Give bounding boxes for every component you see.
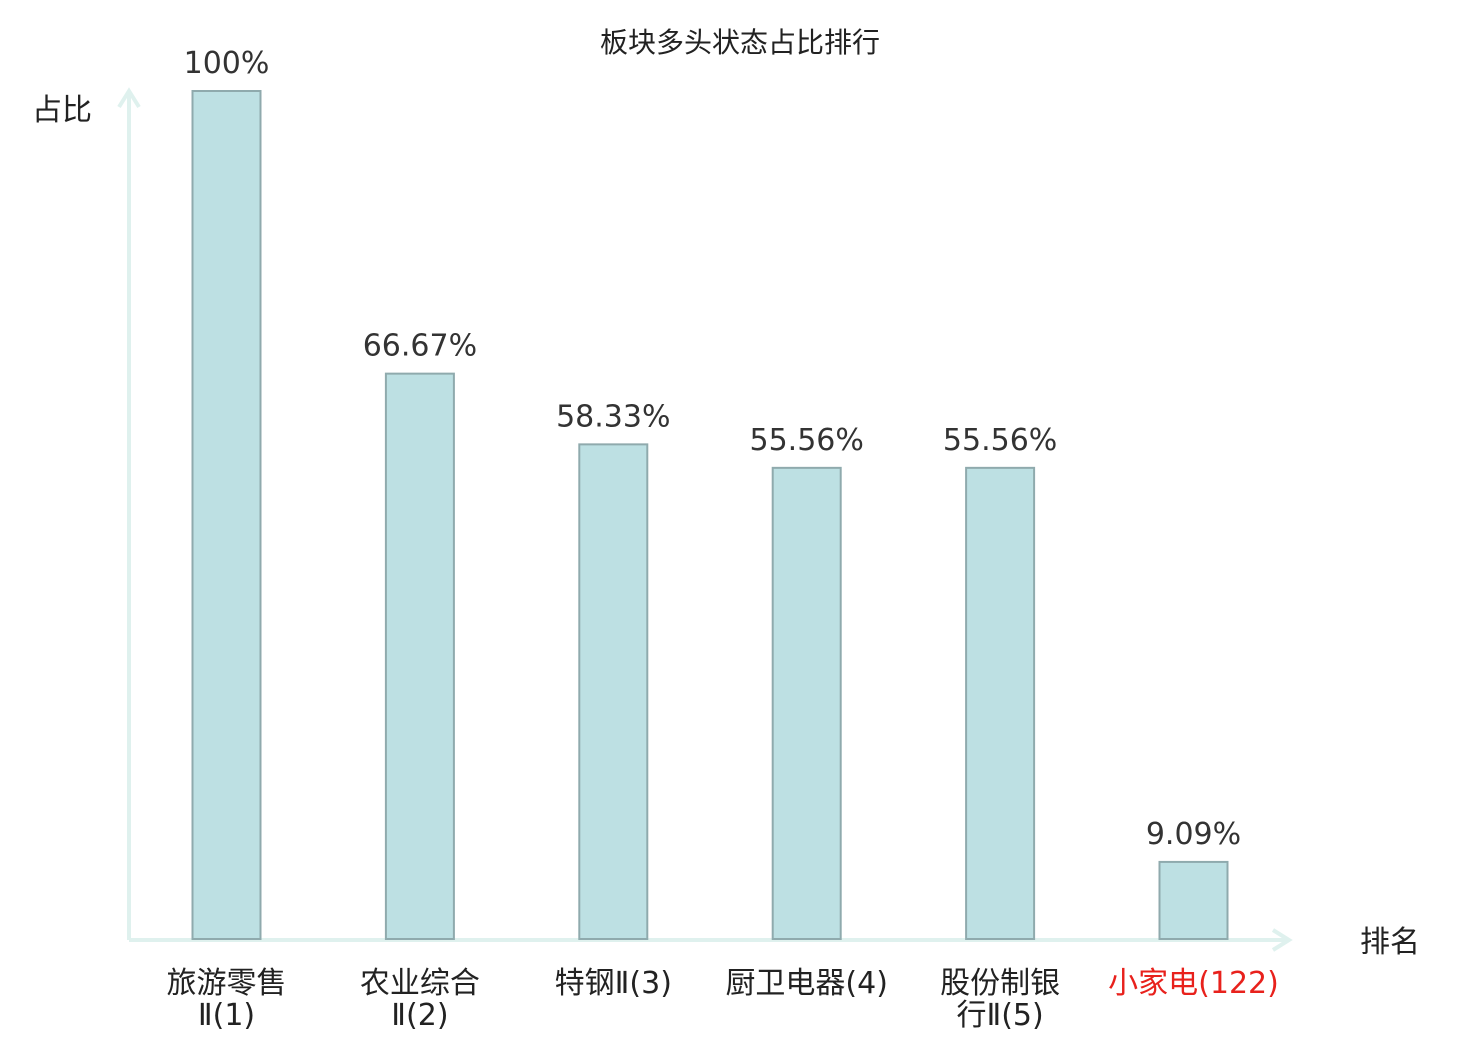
bar-value-label: 58.33% xyxy=(556,399,670,434)
bar xyxy=(191,90,262,940)
bar-value-label: 66.67% xyxy=(363,329,477,364)
x-axis-label: 排名 xyxy=(1360,925,1420,960)
bar xyxy=(578,443,649,940)
axes xyxy=(117,87,1293,952)
bars-group xyxy=(191,90,1229,941)
x-axis-arrowhead xyxy=(1271,928,1293,952)
bar-value-label: 9.09% xyxy=(1146,817,1241,852)
bar xyxy=(771,466,842,940)
category-tick-label: 行Ⅱ(5) xyxy=(956,998,1043,1033)
bar-value-label: 55.56% xyxy=(750,423,864,458)
value-labels-group: 100% 66.67% 58.33% 55.56% 55.56% 9.09% xyxy=(184,46,1242,852)
category-tick-label: Ⅱ(1) xyxy=(198,998,255,1033)
category-tick-label: 股份制银 xyxy=(940,966,1060,1001)
category-tick-label: 农业综合 xyxy=(360,966,480,1001)
category-tick-label: 小家电(122) xyxy=(1108,966,1279,1001)
bar-value-label: 55.56% xyxy=(943,423,1057,458)
bar xyxy=(965,466,1036,940)
bar xyxy=(1158,860,1229,941)
category-tick-label: 旅游零售 xyxy=(167,966,287,1001)
bar-value-label: 100% xyxy=(184,46,270,81)
category-tick-label: Ⅱ(2) xyxy=(391,998,448,1033)
category-tick-label: 厨卫电器(4) xyxy=(725,966,888,1001)
y-axis-arrowhead xyxy=(117,87,141,109)
chart-title: 板块多头状态占比排行 xyxy=(600,26,880,59)
bar xyxy=(384,372,455,940)
y-axis-label: 占比 xyxy=(32,93,92,128)
category-tick-label: 特钢Ⅱ(3) xyxy=(555,966,672,1001)
